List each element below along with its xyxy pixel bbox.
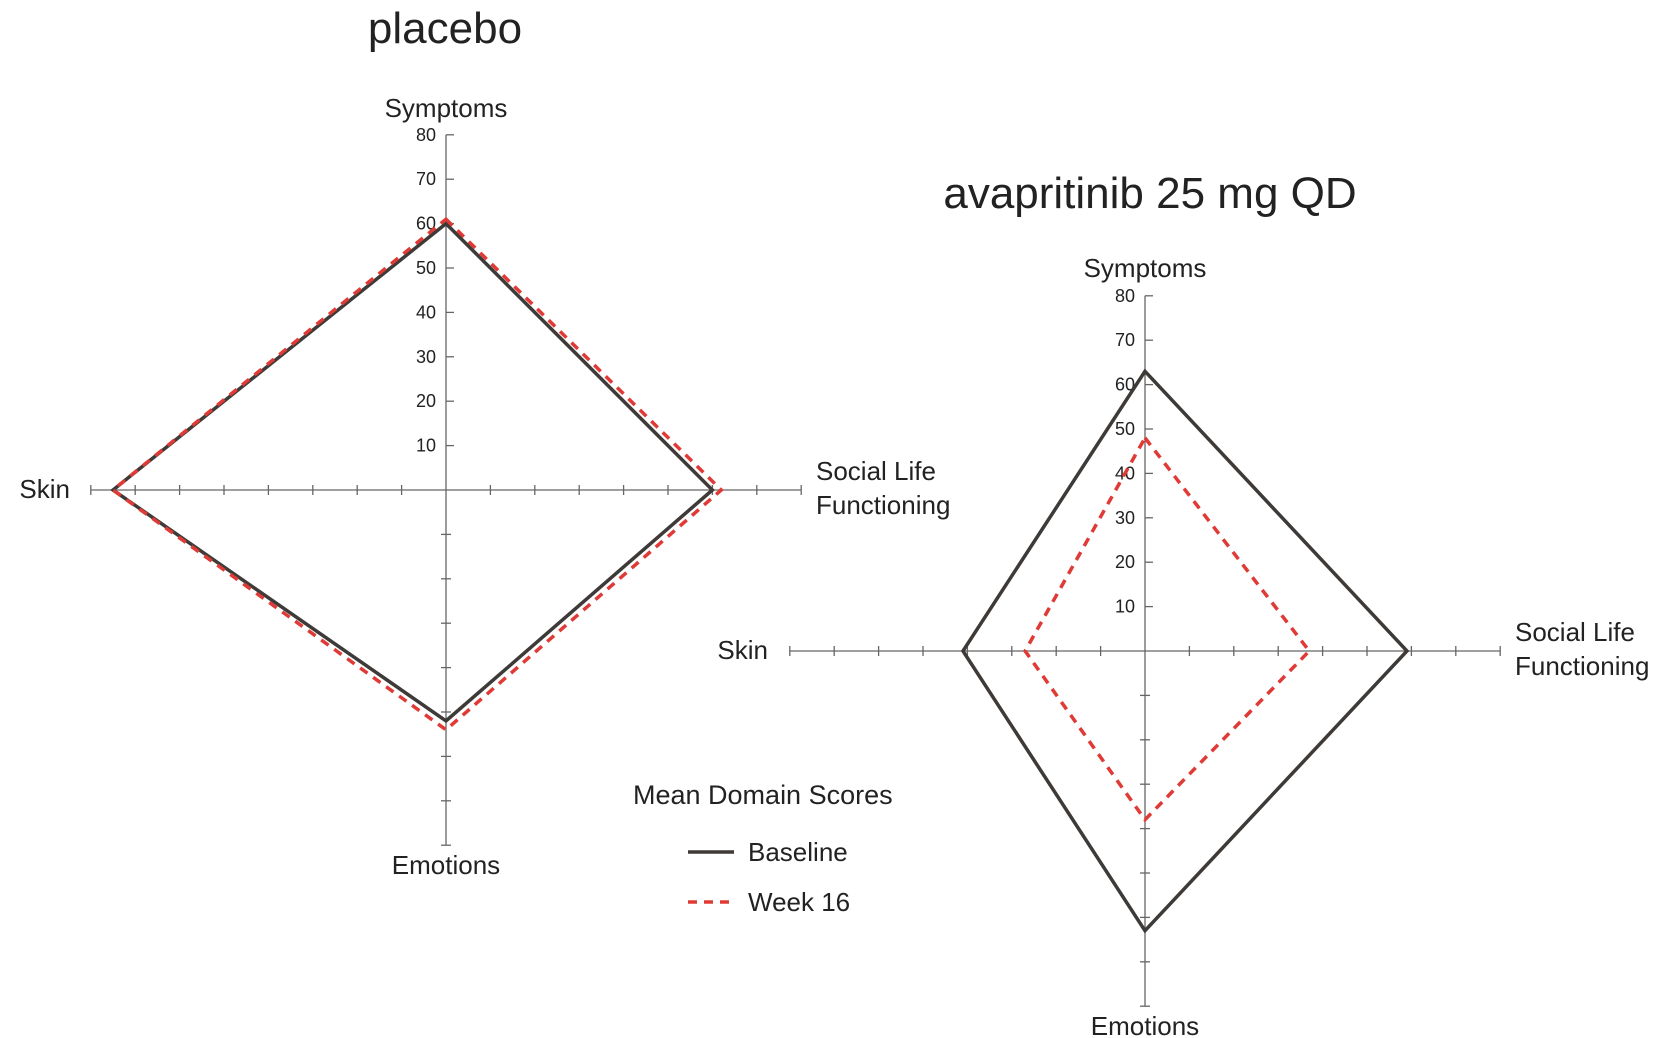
avapritinib-tick-label: 10	[1115, 597, 1135, 617]
avapritinib-axis-label-1: Social Life Functioning	[1515, 617, 1649, 681]
placebo-tick-label: 30	[416, 347, 436, 367]
avapritinib-axis-label-3: Skin	[717, 635, 768, 665]
avapritinib-tick-label: 30	[1115, 508, 1135, 528]
legend-title: Mean Domain Scores	[633, 780, 893, 810]
placebo-tick-label: 60	[416, 214, 436, 234]
placebo-tick-label: 80	[416, 125, 436, 145]
placebo-tick-label: 70	[416, 169, 436, 189]
placebo-title: placebo	[368, 4, 522, 53]
placebo-tick-label: 10	[416, 436, 436, 456]
avapritinib-tick-label: 60	[1115, 375, 1135, 395]
placebo-tick-label: 40	[416, 302, 436, 322]
avapritinib-tick-label: 20	[1115, 552, 1135, 572]
placebo-series-baseline	[110, 221, 715, 724]
avapritinib-axis-label-2: Emotions	[1091, 1011, 1199, 1038]
legend-week16-label: Week 16	[748, 887, 850, 917]
placebo-axis-label-2: Emotions	[392, 850, 500, 880]
placebo-axis-label-1: Social Life Functioning	[816, 456, 950, 520]
placebo-series-week16	[110, 216, 724, 732]
avapritinib-tick-label: 70	[1115, 330, 1135, 350]
avapritinib-title: avapritinib 25 mg QD	[943, 169, 1356, 218]
legend-baseline-label: Baseline	[748, 837, 848, 867]
legend: Mean Domain Scores Baseline Week 16	[633, 780, 893, 917]
avapritinib-series-baseline	[960, 368, 1410, 934]
avapritinib-tick-label: 50	[1115, 419, 1135, 439]
avapritinib-tick-label: 80	[1115, 286, 1135, 306]
avapritinib-axis-label-0: Symptoms	[1084, 253, 1207, 283]
avapritinib-series-week16	[1023, 434, 1312, 823]
placebo-axis-label-0: Symptoms	[385, 93, 508, 123]
placebo-tick-label: 50	[416, 258, 436, 278]
placebo-tick-label: 20	[416, 391, 436, 411]
placebo-axis-label-3: Skin	[19, 474, 70, 504]
